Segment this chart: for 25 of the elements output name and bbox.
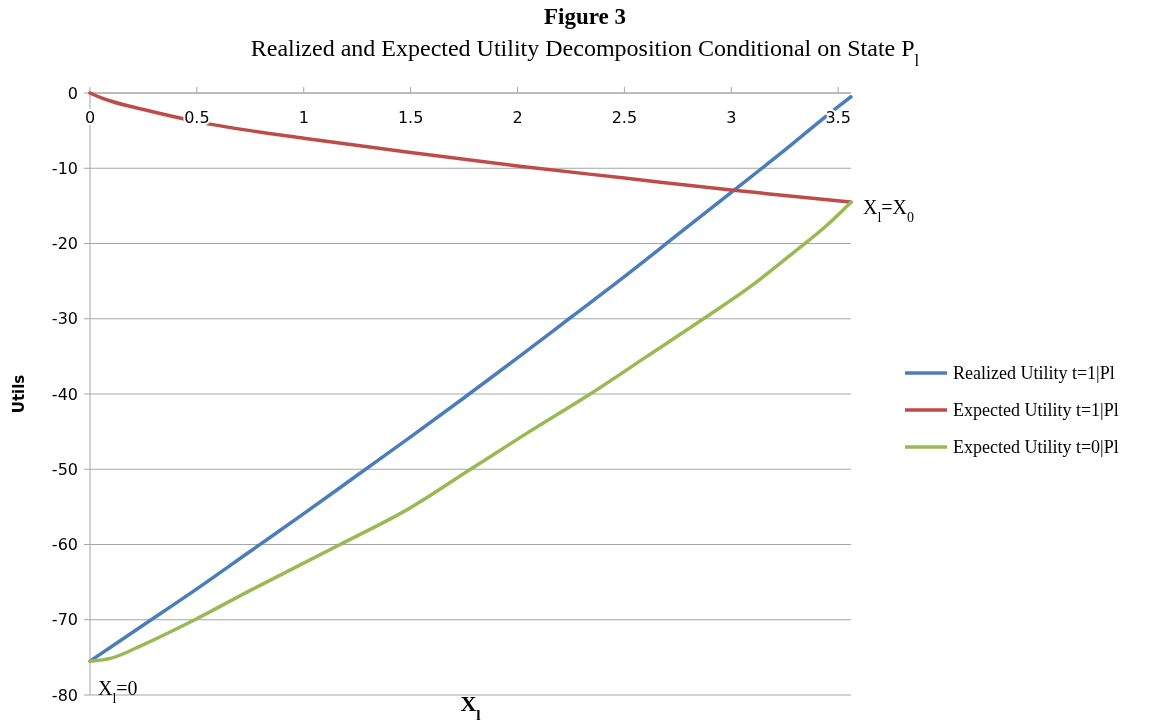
annotation: X$_{l}$=X$_{0}$ [863,196,915,225]
x-tick-label: 2.5 [611,108,638,127]
annotation: X$_{l}$=0 [98,677,138,706]
x-tick-label: 1.5 [397,108,424,127]
y-axis-title: Utils [10,374,28,414]
y-tick-label: -20 [51,234,78,254]
y-tick-label: -10 [51,158,78,178]
x-tick-label: 0 [84,108,96,127]
y-tick-label: -80 [51,685,78,705]
y-tick-label: 0 [67,83,78,103]
x-tick-label: 3 [726,108,737,127]
x-tick-label: 3.5 [825,108,851,127]
y-tick-label: -60 [51,535,78,555]
chart-title: Figure 3 [544,4,626,29]
y-tick-label: -70 [51,610,78,630]
legend-label: Realized Utility t=1|Pl [953,363,1115,384]
chart-subtitle: Realized and Expected Utility Decomposition Conditional on State P$_{l}$ [250,35,920,70]
y-tick-label: -30 [51,309,78,329]
x-tick-label: 2 [512,108,523,127]
legend-label: Expected Utility t=1|Pl [953,400,1119,421]
y-tick-label: -50 [51,459,78,479]
x-axis-title: X$_{l}$ [460,691,482,723]
y-tick-label: -40 [51,384,78,404]
x-tick-label: 1 [298,108,309,127]
legend-label: Expected Utility t=0|Pl [953,437,1119,458]
